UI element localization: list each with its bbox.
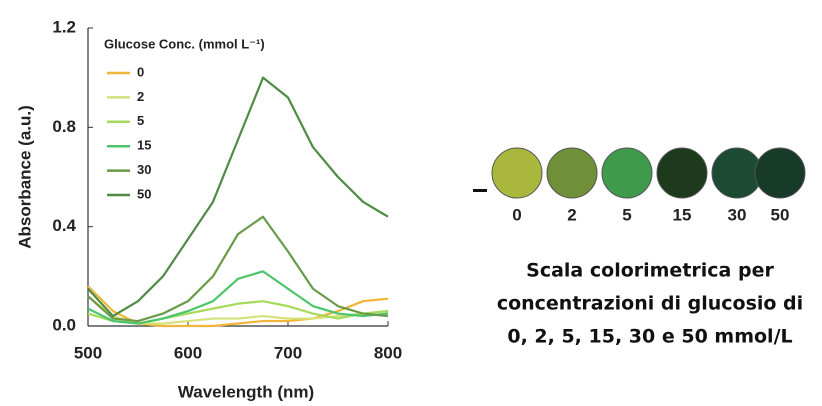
y-tick-label: 1.2	[52, 17, 76, 36]
legend-label: 15	[137, 138, 151, 153]
color-swatch	[547, 148, 597, 198]
scale-dash	[473, 189, 487, 192]
legend-label: 5	[137, 113, 144, 128]
legend-label: 50	[137, 186, 151, 201]
legend-label: 2	[137, 89, 144, 104]
x-axis-label: Wavelength (nm)	[178, 382, 314, 401]
color-swatch	[657, 148, 707, 198]
legend-label: 30	[137, 162, 151, 177]
swatch-label: 0	[512, 205, 521, 224]
color-swatch	[602, 148, 652, 198]
x-tick-label: 800	[374, 343, 402, 362]
caption-line: Scala colorimetrica per	[526, 260, 774, 282]
swatch-label: 5	[622, 205, 631, 224]
color-swatch	[755, 148, 805, 198]
x-tick-label: 700	[274, 343, 302, 362]
swatch-label: 2	[567, 205, 576, 224]
legend-title: Glucose Conc. (mmol L⁻¹)	[104, 36, 265, 51]
x-tick-label: 600	[174, 343, 202, 362]
caption-line: concentrazioni di glucosio di	[497, 293, 803, 315]
x-tick-label: 500	[74, 343, 102, 362]
y-tick-label: 0.8	[52, 117, 76, 136]
series-line	[88, 78, 388, 316]
figure: Wavelength (nm) Absorbance (a.u.) Glucos…	[0, 0, 822, 406]
swatch-label: 15	[673, 205, 692, 224]
swatch-label: 50	[771, 205, 790, 224]
y-axis-label: Absorbance (a.u.)	[15, 105, 34, 249]
legend-label: 0	[137, 64, 144, 79]
y-tick-label: 0.0	[52, 315, 76, 334]
y-tick-label: 0.4	[52, 216, 76, 235]
color-swatch	[492, 148, 542, 198]
caption-line: 0, 2, 5, 15, 30 e 50 mmol/L	[507, 326, 792, 348]
swatch-label: 30	[728, 205, 747, 224]
